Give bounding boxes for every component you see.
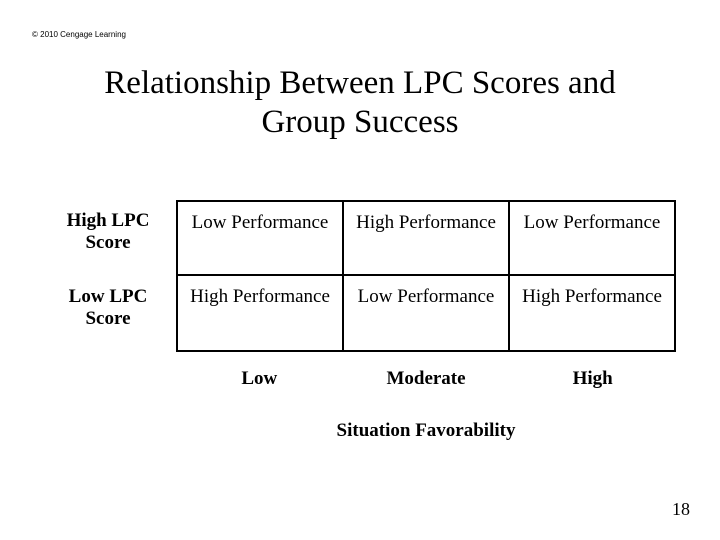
lpc-table: High LPC Score Low Performance High Perf… — [40, 200, 676, 442]
row-header-high-lpc: High LPC Score — [40, 200, 176, 276]
footer-label-moderate: Moderate — [343, 358, 510, 400]
title-line-1: Relationship Between LPC Scores and — [104, 65, 615, 101]
table-cell: Low Performance — [508, 200, 676, 276]
table-cell: High Performance — [176, 276, 342, 352]
table-cell: Low Performance — [342, 276, 508, 352]
page-number: 18 — [672, 499, 690, 520]
title-line-2: Group Success — [261, 104, 458, 140]
copyright-text: © 2010 Cengage Learning — [32, 30, 126, 39]
table-row: High LPC Score Low Performance High Perf… — [40, 200, 676, 276]
column-footer-labels: Low Moderate High — [40, 358, 676, 400]
table-row: Low LPC Score High Performance Low Perfo… — [40, 276, 676, 352]
footer-spacer — [40, 358, 176, 400]
table-cell: High Performance — [342, 200, 508, 276]
row-header-low-lpc: Low LPC Score — [40, 276, 176, 352]
table-cell: Low Performance — [176, 200, 342, 276]
table-cell: High Performance — [508, 276, 676, 352]
footer-label-high: High — [509, 358, 676, 400]
page-title: Relationship Between LPC Scores and Grou… — [0, 64, 720, 142]
footer-label-low: Low — [176, 358, 343, 400]
axis-label: Situation Favorability — [40, 420, 676, 442]
